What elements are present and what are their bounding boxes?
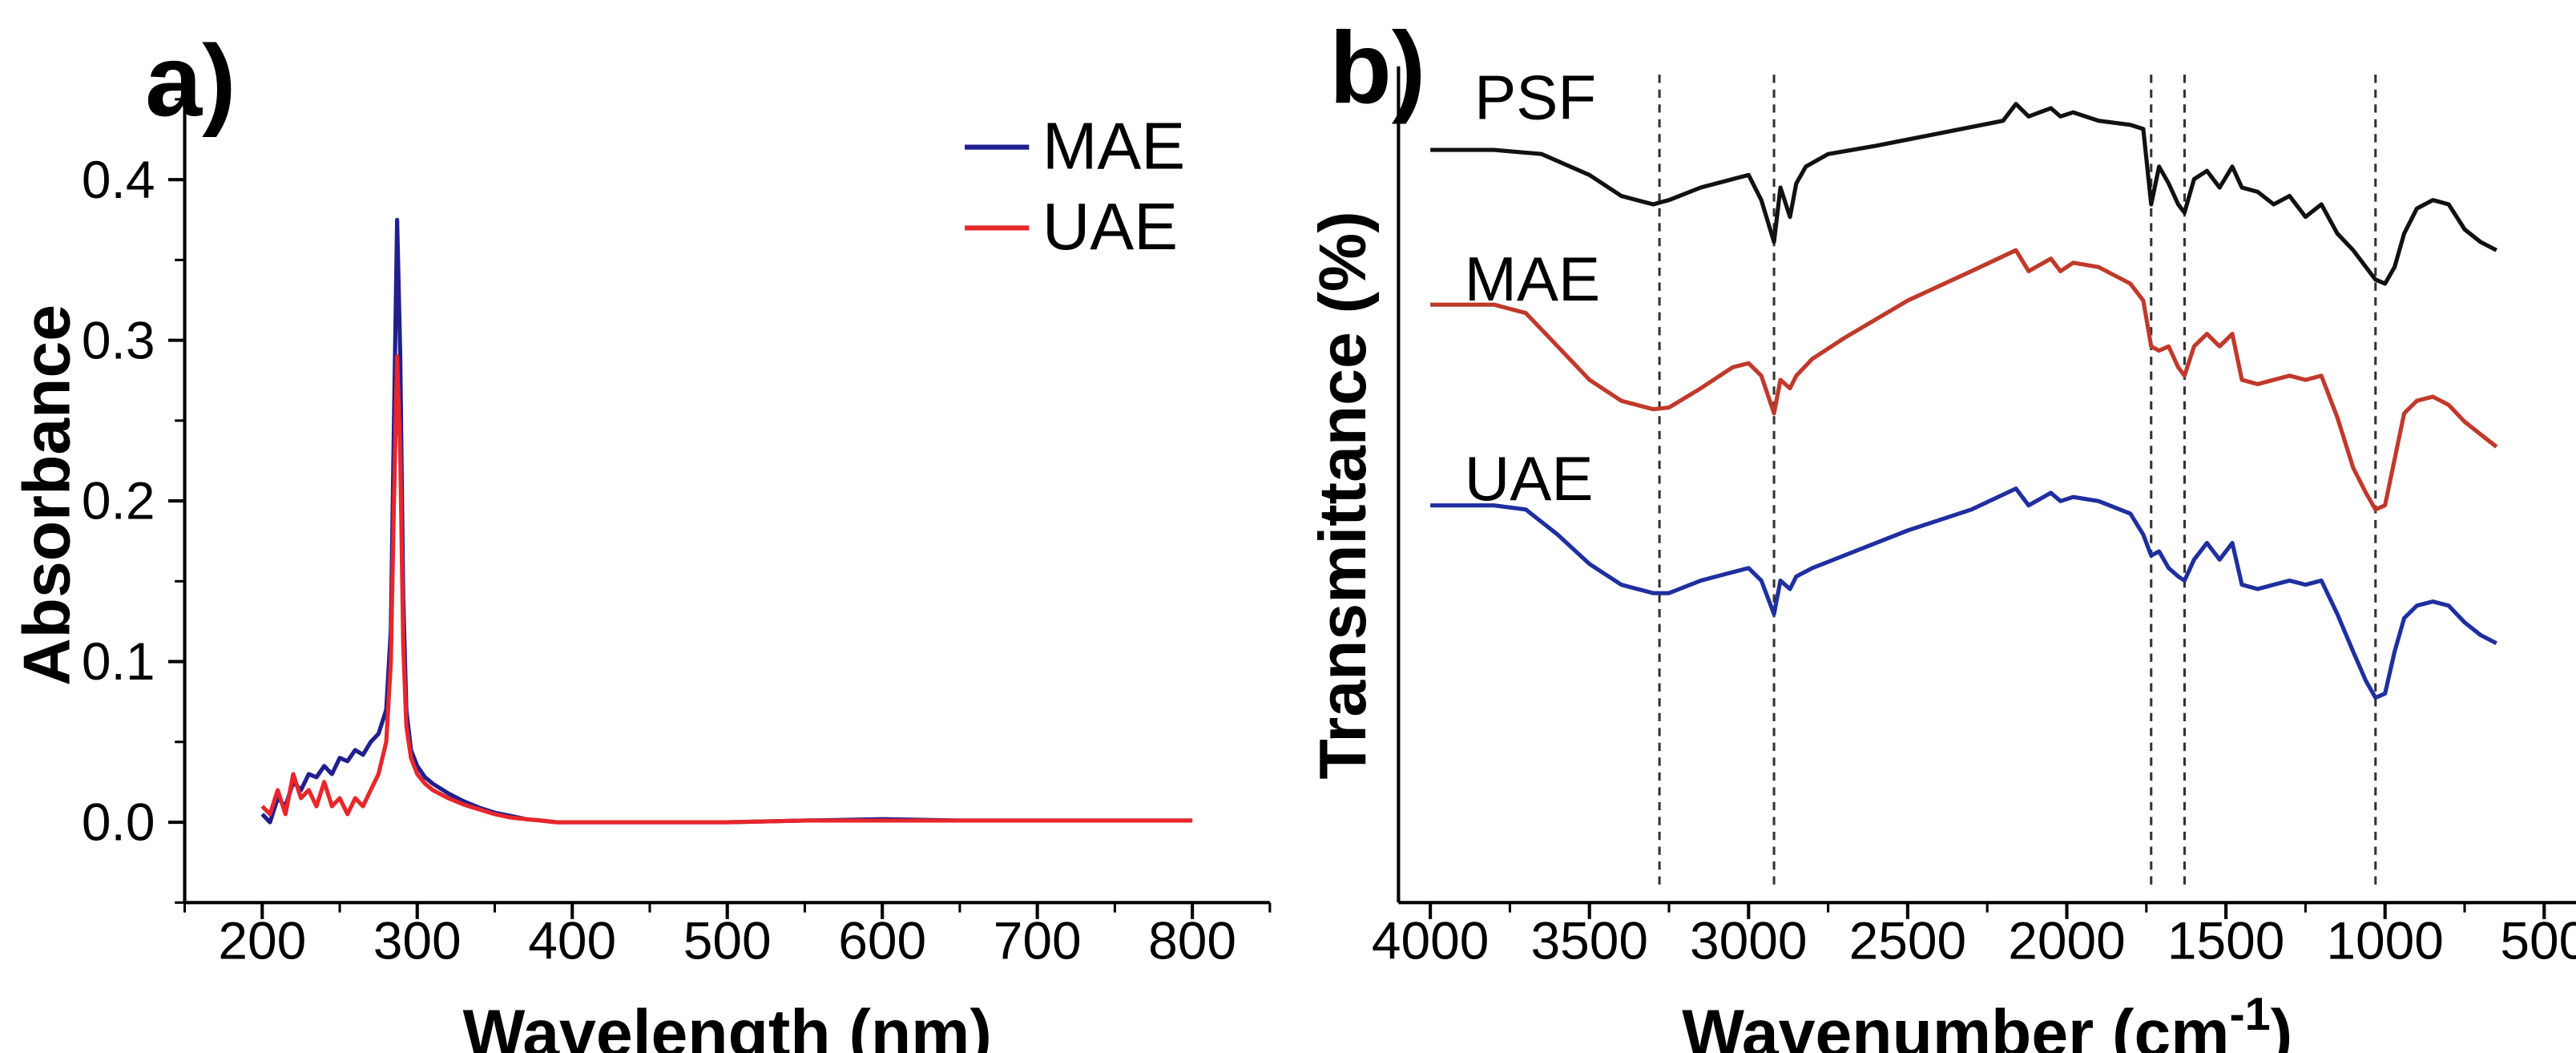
panel-a-y-tick-label: 0.4 (82, 150, 155, 209)
panel-a-x-tick-label: 800 (1148, 910, 1236, 970)
panel-a-label: a) (145, 23, 236, 138)
panel-a-x-tick-label: 400 (528, 910, 616, 970)
panel-a-y-tick-label: 0.2 (82, 471, 155, 531)
panel-a-y-tick-label: 0.0 (82, 793, 155, 852)
panel-a-x-tick-label: 700 (994, 910, 1082, 970)
panel-b-x-tick-label: 1000 (2326, 910, 2444, 970)
panel-b-axes: 4000 3500 3000 2500 2000 1500 1000 500 (1372, 66, 2576, 970)
legend-label-uae: UAE (1042, 190, 1178, 264)
panel-b-reference-lines (1658, 75, 2377, 886)
panel-a-legend: MAE UAE (965, 109, 1185, 264)
panel-a-x-tick-label: 500 (683, 910, 772, 970)
panel-b-transmittance-chart: b) 4000 3500 3000 2500 2000 1500 1000 500 PSF M… (1306, 10, 2576, 1053)
series-line-mae (1430, 248, 2498, 512)
panel-a-absorbance-chart: a) 200 300 400 500 600 700 8000.00.10.20.30.4 … (10, 23, 1272, 1053)
panel-a-x-tick-label: 300 (373, 910, 462, 970)
panel-b-series (1430, 102, 2498, 700)
legend-label-mae: MAE (1042, 109, 1185, 183)
panel-a-y-tick-label: 0.3 (82, 310, 155, 369)
panel-a-x-axis-label: Wavelength (nm) (463, 997, 992, 1053)
panel-a-y-axis-label: Absorbance (10, 305, 83, 686)
series-line-uae (260, 354, 1193, 825)
panel-b-x-tick-label: 4000 (1372, 910, 1490, 970)
panel-b-label: b) (1329, 10, 1425, 125)
panel-b-x-tick-label: 1500 (2167, 910, 2285, 970)
panel-a-x-tick-label: 600 (838, 910, 926, 970)
panel-b-x-axis-label: Wavenumber (cm-1) (1682, 989, 2292, 1053)
panel-b-x-tick-label: 2000 (2008, 910, 2126, 970)
series-line-psf (1430, 102, 2497, 286)
trace-label-uae: UAE (1465, 443, 1594, 514)
trace-label-mae: MAE (1465, 244, 1600, 314)
panel-b-y-axis-label: Transmittance (%) (1306, 211, 1380, 779)
panel-a-axes: 200 300 400 500 600 700 800 0.0 0.1 0.2 0.3 0.4 (82, 98, 1272, 970)
series-line-uae (1430, 486, 2497, 700)
panel-a-series (260, 217, 1193, 825)
trace-label-psf: PSF (1474, 63, 1596, 133)
panel-a-x-tick-label: 200 (218, 910, 306, 970)
panel-b-x-tick-label: 3500 (1530, 910, 1648, 970)
panel-b-x-tick-label: 500 (2500, 910, 2576, 970)
panel-b-x-tick-label: 3000 (1690, 910, 1808, 970)
panel-a-y-tick-label: 0.1 (82, 631, 155, 691)
panel-b-x-tick-label: 2500 (1849, 910, 1967, 970)
